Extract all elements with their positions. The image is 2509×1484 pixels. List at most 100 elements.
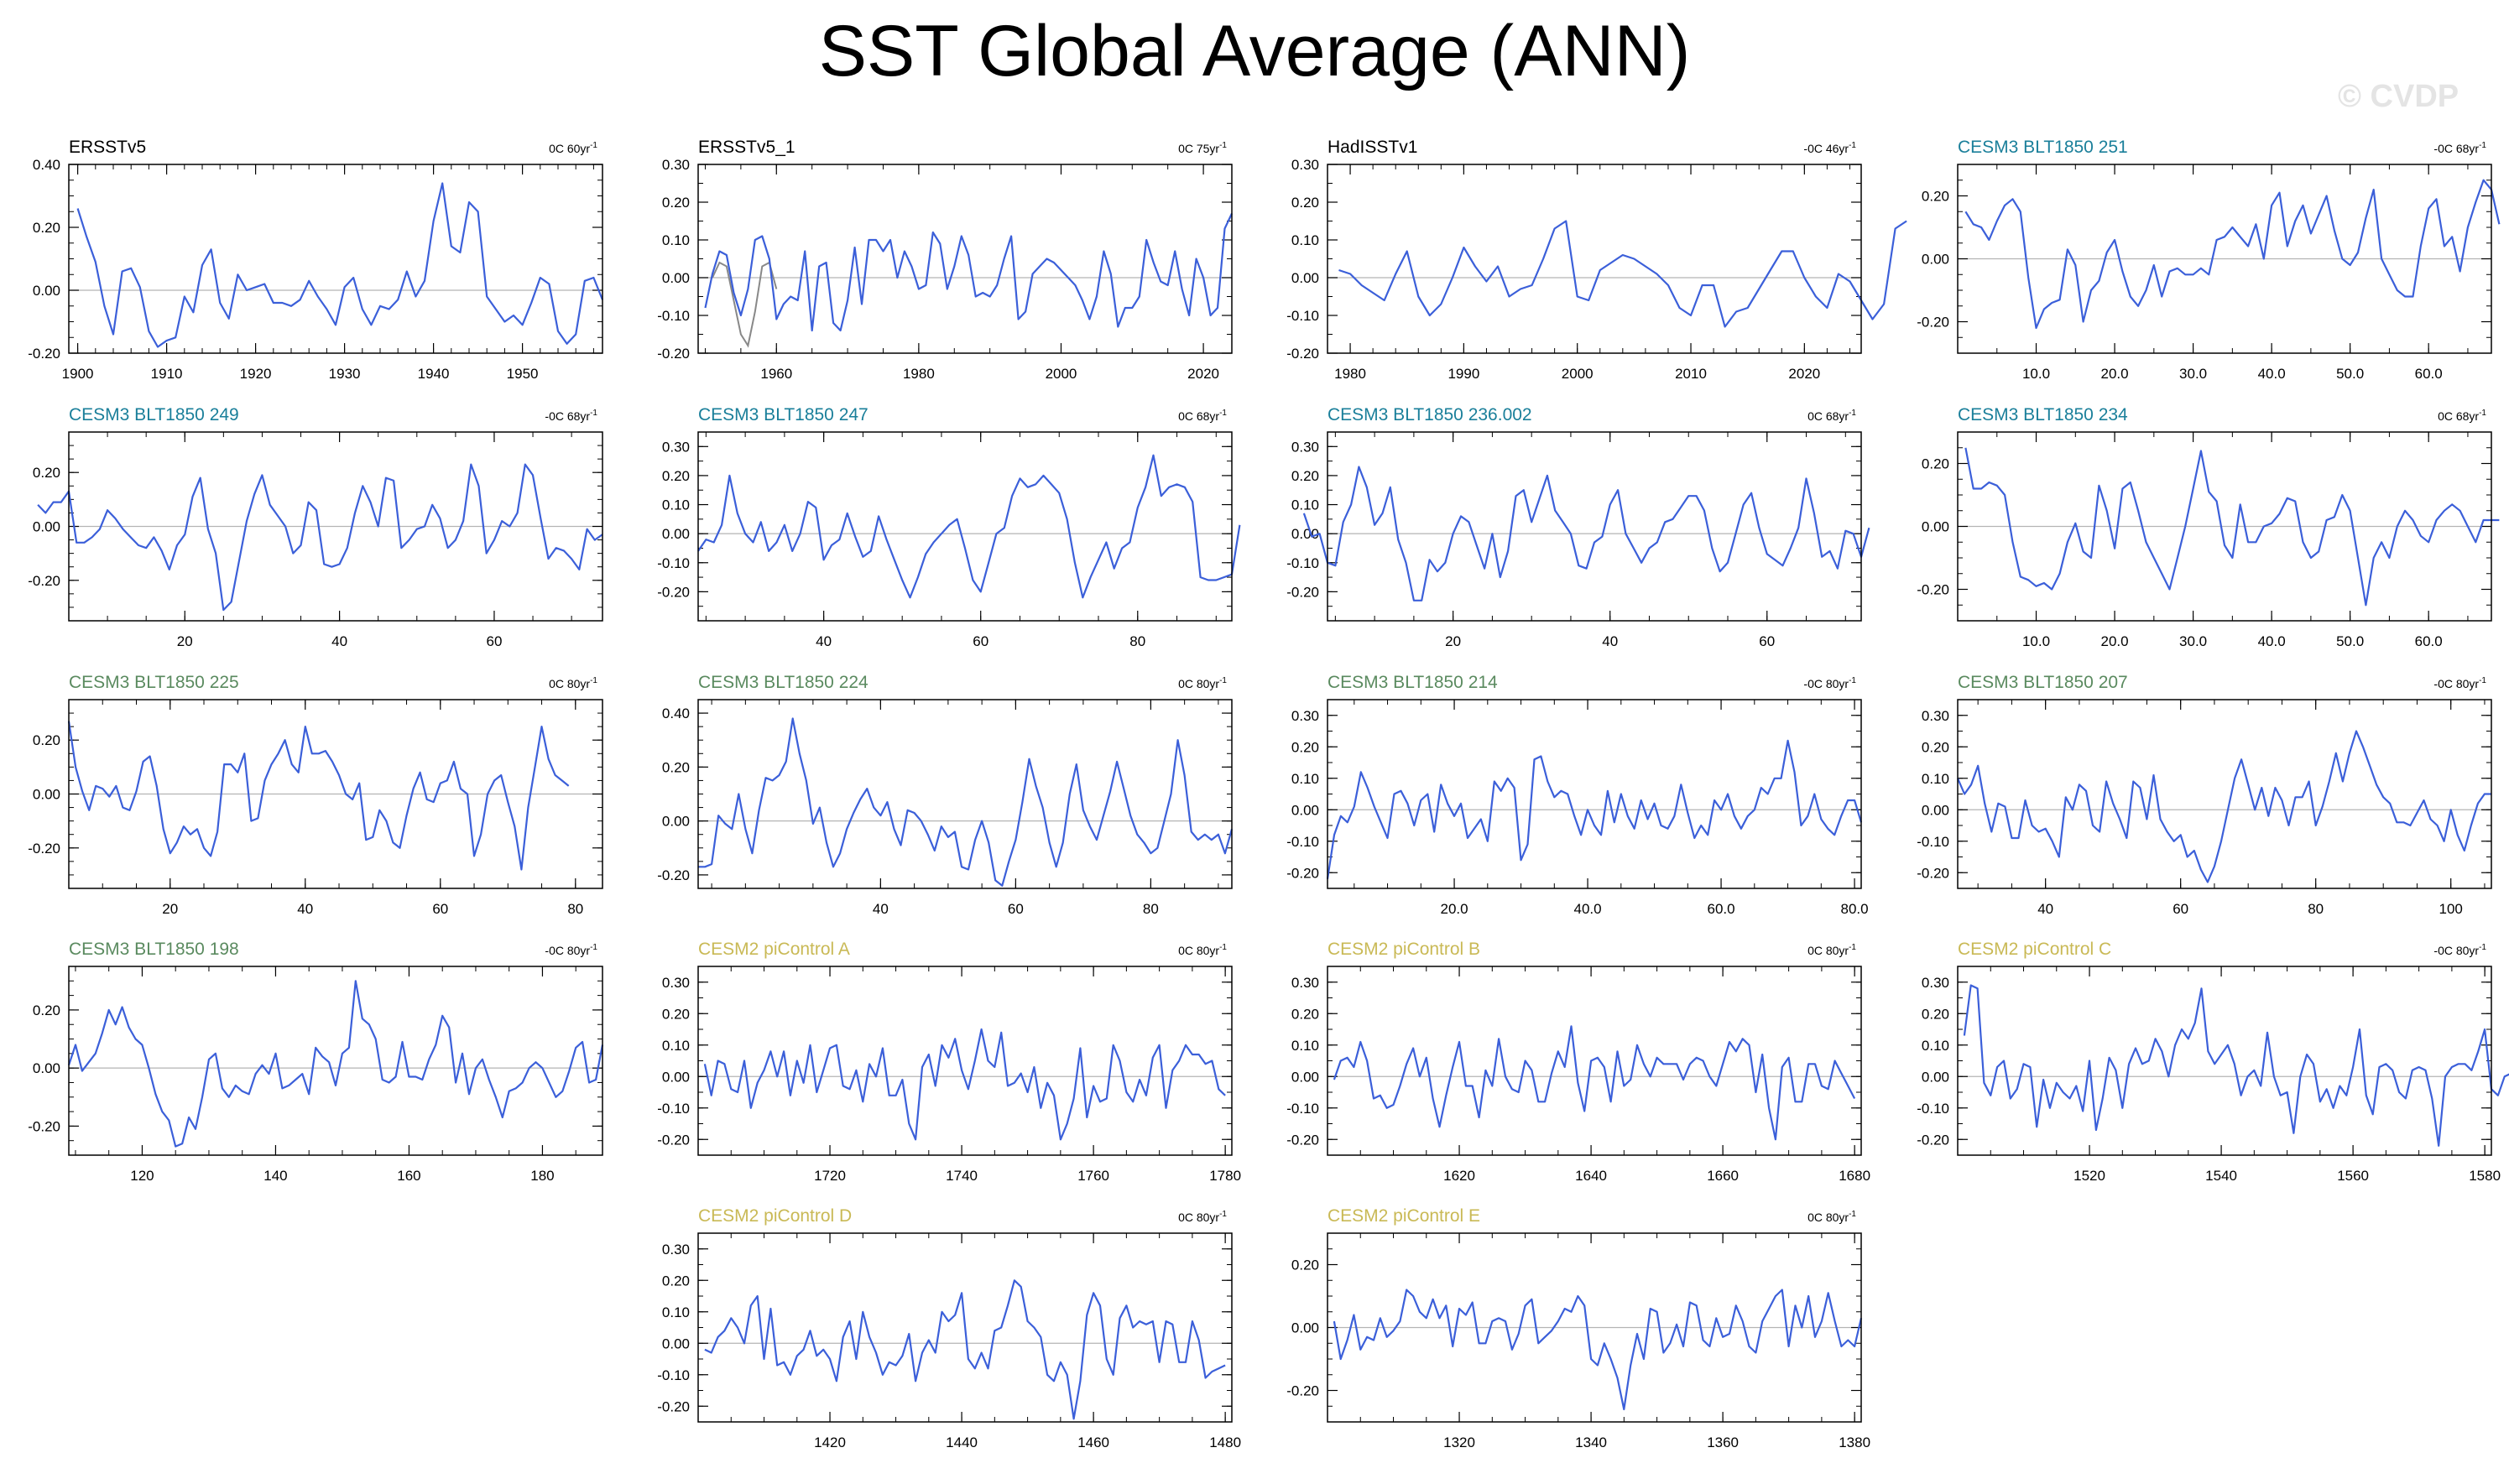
x-tick-label: 1940 xyxy=(418,366,450,382)
y-tick-label: 0.00 xyxy=(33,1060,60,1076)
panel-title: ERSSTv5_1 xyxy=(698,138,795,157)
x-tick-label: 60 xyxy=(432,901,448,917)
y-tick-label: 0.20 xyxy=(662,1273,690,1289)
x-tick-label: 40 xyxy=(816,633,832,649)
y-tick-label: -0.10 xyxy=(1286,834,1319,850)
x-tick-label: 20 xyxy=(177,633,193,649)
y-tick-label: 0.30 xyxy=(1291,975,1319,991)
trend-label: 0C 80yr-1 xyxy=(1178,676,1227,690)
plot-frame xyxy=(68,431,603,622)
y-tick-label: 0.10 xyxy=(662,232,690,248)
x-tick-label: 1950 xyxy=(507,366,539,382)
plot-frame xyxy=(697,966,1233,1156)
plot-frame xyxy=(1327,1232,1862,1423)
x-tick-label: 140 xyxy=(263,1168,287,1184)
trend-label: 0C 80yr-1 xyxy=(1807,1210,1856,1224)
y-tick-label: -0.20 xyxy=(1286,1383,1319,1399)
panel-title: CESM3 BLT1850 214 xyxy=(1328,673,1498,692)
x-tick-label: 80 xyxy=(1129,633,1145,649)
y-tick-label: 0.10 xyxy=(1922,1038,1949,1054)
x-tick-label: 40 xyxy=(297,901,313,917)
plot-frame xyxy=(697,1232,1233,1423)
plot-frame xyxy=(1327,164,1862,354)
panel-12: CESM3 BLT1850 207 -0C 80yr-1 -0.20 -0.10 0.0… xyxy=(1917,673,2492,917)
series-line xyxy=(1964,447,2500,607)
panel-title: CESM3 BLT1850 236.002 xyxy=(1328,405,1532,424)
y-tick-label: 0.30 xyxy=(662,1242,690,1257)
y-tick-label: 0.00 xyxy=(33,787,60,803)
plot-frame xyxy=(68,164,603,354)
y-tick-label: 0.30 xyxy=(1922,975,1949,991)
y-tick-label: 0.40 xyxy=(662,706,690,721)
y-tick-label: -0.10 xyxy=(1286,1101,1319,1117)
x-tick-label: 50.0 xyxy=(2336,366,2364,382)
x-tick-label: 40.0 xyxy=(1574,901,1602,917)
x-tick-label: 40 xyxy=(873,901,889,917)
x-tick-label: 1680 xyxy=(1839,1168,1870,1184)
x-tick-label: 1660 xyxy=(1707,1168,1739,1184)
trend-label: 0C 80yr-1 xyxy=(1807,943,1856,957)
series-line xyxy=(1326,739,1863,879)
y-tick-label: 0.20 xyxy=(33,1002,60,1018)
x-tick-label: 1320 xyxy=(1443,1435,1475,1450)
x-tick-label: 180 xyxy=(530,1168,554,1184)
x-tick-label: 60 xyxy=(1759,633,1775,649)
y-tick-label: -0.10 xyxy=(657,555,690,571)
x-tick-label: 20.0 xyxy=(2101,366,2129,382)
y-tick-label: 0.30 xyxy=(662,975,690,991)
y-tick-label: -0.20 xyxy=(28,346,60,362)
x-tick-label: 40 xyxy=(2037,901,2053,917)
y-tick-label: -0.20 xyxy=(657,584,690,600)
x-tick-label: 1760 xyxy=(1077,1168,1109,1184)
panel-7: CESM3 BLT1850 236.002 0C 68yr-1 -0.20 -0.10… xyxy=(1286,405,1870,649)
y-tick-label: -0.20 xyxy=(657,346,690,362)
panel-title: CESM2 piControl B xyxy=(1328,940,1480,959)
y-tick-label: -0.20 xyxy=(1917,865,1949,881)
trend-label: -0C 46yr-1 xyxy=(1803,141,1856,155)
y-tick-label: 0.20 xyxy=(662,759,690,775)
trend-label: 0C 80yr-1 xyxy=(1178,1210,1227,1224)
x-tick-label: 1540 xyxy=(2205,1168,2237,1184)
x-tick-label: 80 xyxy=(567,901,583,917)
x-tick-label: 1980 xyxy=(1334,366,1366,382)
x-tick-label: 1440 xyxy=(946,1435,978,1450)
x-tick-label: 1480 xyxy=(1209,1435,1241,1450)
trend-label: -0C 80yr-1 xyxy=(545,943,597,957)
y-tick-label: -0.20 xyxy=(1286,865,1319,881)
cvdp-watermark: © CVDP xyxy=(2338,79,2459,114)
x-tick-label: 60 xyxy=(973,633,988,649)
x-tick-label: 10.0 xyxy=(2022,633,2050,649)
panel-title: CESM3 BLT1850 198 xyxy=(69,940,239,959)
panel-18: CESM2 piControl E 0C 80yr-1 -0.20 0.00 0.20 1… xyxy=(1286,1206,1870,1450)
page-title: SST Global Average (ANN) xyxy=(818,11,1691,91)
x-tick-label: 40 xyxy=(331,633,347,649)
trend-label: 0C 68yr-1 xyxy=(1178,409,1227,423)
x-tick-label: 1580 xyxy=(2469,1168,2501,1184)
y-tick-label: 0.00 xyxy=(1922,252,1949,268)
x-tick-label: 20.0 xyxy=(2101,633,2129,649)
x-tick-label: 100 xyxy=(2439,901,2463,917)
x-tick-label: 80 xyxy=(1143,901,1159,917)
y-tick-label: 0.00 xyxy=(662,814,690,830)
y-tick-label: 0.00 xyxy=(1291,1320,1319,1336)
x-tick-label: 1520 xyxy=(2073,1168,2105,1184)
panel-title: CESM3 BLT1850 249 xyxy=(69,405,239,424)
y-tick-label: 0.10 xyxy=(662,497,690,513)
panel-title: CESM3 BLT1850 247 xyxy=(698,405,868,424)
panel-10: CESM3 BLT1850 224 0C 80yr-1 -0.20 0.00 0.20 0… xyxy=(657,673,1234,917)
plot-frame xyxy=(1327,699,1862,889)
plot-frame xyxy=(697,431,1233,622)
x-tick-label: 40.0 xyxy=(2258,633,2286,649)
y-tick-label: 0.20 xyxy=(1291,1006,1319,1022)
y-tick-label: 0.20 xyxy=(662,468,690,484)
panel-8: CESM3 BLT1850 234 0C 68yr-1 -0.20 0.00 0.20 1… xyxy=(1917,405,2500,649)
plot-frame xyxy=(1327,431,1862,622)
panel-title: HadISSTv1 xyxy=(1328,138,1417,157)
gray-series-line xyxy=(712,261,778,348)
panel-14: CESM2 piControl A 0C 80yr-1 -0.20 -0.10 0.00… xyxy=(657,940,1241,1184)
x-tick-label: 20.0 xyxy=(1441,901,1468,917)
series-line xyxy=(1302,466,1870,601)
y-tick-label: 0.10 xyxy=(1291,232,1319,248)
y-tick-label: 0.00 xyxy=(1922,519,1949,535)
